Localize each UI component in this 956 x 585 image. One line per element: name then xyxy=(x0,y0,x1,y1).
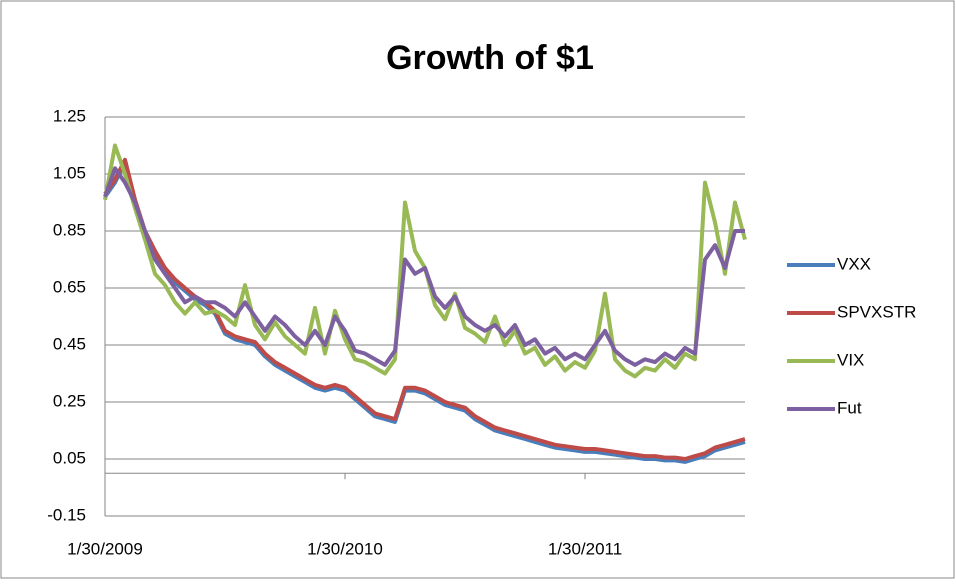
chart-title: Growth of $1 xyxy=(386,39,594,77)
series-line xyxy=(103,166,745,367)
y-tick-label: 0.45 xyxy=(53,334,86,353)
y-tick-label: 0.85 xyxy=(53,220,86,239)
y-tick-label: 1.05 xyxy=(53,163,86,182)
x-tick-label: 1/30/2011 xyxy=(548,539,622,558)
legend-label: Fut xyxy=(837,398,862,417)
y-tick-label: 0.65 xyxy=(53,277,86,296)
series-line xyxy=(103,157,746,461)
y-tick-label: 1.25 xyxy=(53,106,86,125)
x-tick-label: 1/30/2009 xyxy=(67,539,143,558)
x-tick-label: 1/30/2010 xyxy=(307,539,383,558)
y-tick-label: 0.25 xyxy=(53,391,86,410)
legend-label: SPVXSTR xyxy=(837,302,916,321)
legend-label: VXX xyxy=(837,254,871,273)
y-tick-label: -0.15 xyxy=(47,505,86,524)
y-tick-label: 0.05 xyxy=(53,448,86,467)
legend-label: VIX xyxy=(837,350,864,369)
